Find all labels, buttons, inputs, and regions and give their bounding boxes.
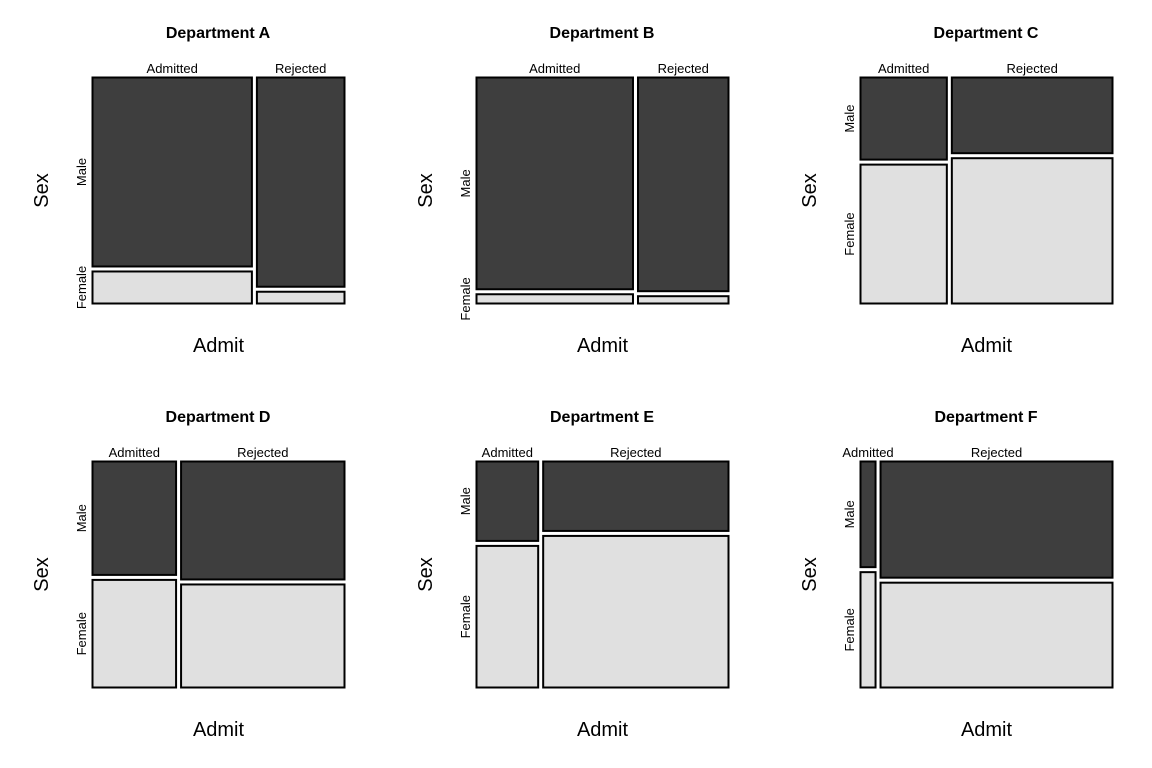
row-label: Female bbox=[842, 608, 857, 651]
mosaic-panel: Department A Admitted Rejected Male Female Se… bbox=[31, 25, 346, 357]
column-label: Admitted bbox=[147, 61, 198, 76]
mosaic-cell-female bbox=[636, 295, 730, 305]
row-label: Male bbox=[74, 158, 89, 186]
row-label: Female bbox=[458, 595, 473, 638]
x-axis-title: Admit bbox=[577, 335, 629, 357]
panel-title: Department A bbox=[166, 25, 271, 42]
mosaic-cell-male bbox=[475, 460, 540, 542]
panel-title: Department E bbox=[550, 409, 654, 426]
y-axis-title: Sex bbox=[799, 557, 821, 591]
row-label: Male bbox=[842, 104, 857, 132]
x-axis-title: Admit bbox=[961, 719, 1013, 741]
mosaic-panel: Department F Admitted Rejected Male Female Se… bbox=[799, 409, 1114, 741]
mosaic-cell-female bbox=[255, 290, 346, 305]
column-label: Rejected bbox=[1007, 61, 1058, 76]
mosaic-cell-female bbox=[859, 571, 877, 689]
mosaic-cell-female bbox=[475, 544, 540, 689]
row-label: Male bbox=[458, 169, 473, 197]
column-label: Admitted bbox=[482, 445, 533, 460]
column-label: Rejected bbox=[610, 445, 661, 460]
panel-title: Department B bbox=[550, 25, 655, 42]
y-axis-title: Sex bbox=[415, 557, 437, 591]
mosaic-cell-male bbox=[636, 76, 730, 293]
y-axis-title: Sex bbox=[31, 173, 53, 207]
mosaic-cell-male bbox=[950, 76, 1114, 155]
mosaic-panel: Department C Admitted Rejected Male Female Se… bbox=[799, 25, 1114, 357]
y-axis-title: Sex bbox=[415, 173, 437, 207]
mosaic-cell-male bbox=[859, 76, 948, 161]
mosaic-panel: Department B Admitted Rejected Male Female Se… bbox=[415, 25, 730, 357]
mosaic-cell-male bbox=[255, 76, 346, 288]
row-label: Female bbox=[74, 612, 89, 655]
mosaic-cell-male bbox=[475, 76, 634, 291]
mosaic-cell-female bbox=[91, 270, 253, 305]
panel-title: Department D bbox=[166, 409, 271, 426]
mosaic-cell-male bbox=[879, 460, 1114, 579]
mosaic-cell-female bbox=[91, 578, 178, 689]
row-label: Female bbox=[842, 212, 857, 255]
mosaic-panel: Department D Admitted Rejected Male Female Se… bbox=[31, 409, 346, 741]
x-axis-title: Admit bbox=[577, 719, 629, 741]
column-label: Rejected bbox=[237, 445, 288, 460]
x-axis-title: Admit bbox=[961, 335, 1013, 357]
mosaic-cell-male bbox=[180, 460, 346, 581]
mosaic-cell-male bbox=[542, 460, 730, 532]
mosaic-cell-male bbox=[91, 76, 253, 268]
row-label: Female bbox=[74, 266, 89, 309]
mosaic-cell-female bbox=[475, 293, 634, 305]
row-label: Male bbox=[458, 487, 473, 515]
column-label: Admitted bbox=[842, 445, 893, 460]
column-label: Admitted bbox=[529, 61, 580, 76]
row-label: Female bbox=[458, 277, 473, 320]
column-label: Rejected bbox=[971, 445, 1022, 460]
column-label: Rejected bbox=[658, 61, 709, 76]
x-axis-title: Admit bbox=[193, 719, 245, 741]
mosaic-cell-male bbox=[859, 460, 877, 569]
mosaic-cell-female bbox=[950, 157, 1114, 305]
mosaic-cell-female bbox=[542, 534, 730, 689]
row-label: Male bbox=[842, 500, 857, 528]
column-label: Rejected bbox=[275, 61, 326, 76]
x-axis-title: Admit bbox=[193, 335, 245, 357]
y-axis-title: Sex bbox=[799, 173, 821, 207]
mosaic-panel: Department E Admitted Rejected Male Female Se… bbox=[415, 409, 730, 741]
y-axis-title: Sex bbox=[31, 557, 53, 591]
panel-title: Department C bbox=[934, 25, 1039, 42]
row-label: Male bbox=[74, 504, 89, 532]
column-label: Admitted bbox=[109, 445, 160, 460]
mosaic-cell-female bbox=[180, 583, 346, 689]
mosaic-cell-female bbox=[879, 581, 1114, 689]
panel-title: Department F bbox=[934, 409, 1037, 426]
column-label: Admitted bbox=[878, 61, 929, 76]
mosaic-cell-female bbox=[859, 163, 948, 305]
mosaic-cell-male bbox=[91, 460, 178, 576]
